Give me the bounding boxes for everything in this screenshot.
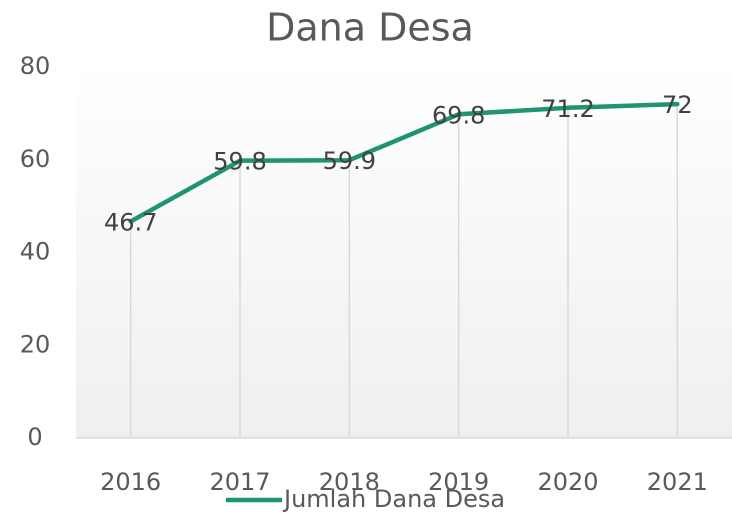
x-tick-label: 2019 xyxy=(428,468,489,496)
y-tick-label: 80 xyxy=(20,52,51,80)
chart-title: Dana Desa xyxy=(266,6,474,50)
series-line xyxy=(128,101,680,224)
x-tick-label: 2021 xyxy=(647,468,708,496)
y-tick-label: 0 xyxy=(27,423,42,451)
data-label: 71.2 xyxy=(541,95,594,123)
data-label: 46.7 xyxy=(104,208,157,236)
data-label: 59.8 xyxy=(213,148,266,176)
x-tick-label: 2016 xyxy=(100,468,161,496)
legend-label: Jumlah Dana Desa xyxy=(282,485,505,513)
data-label: 59.9 xyxy=(323,147,376,175)
x-tick-label: 2020 xyxy=(537,468,598,496)
x-tick-label: 2018 xyxy=(319,468,380,496)
data-label: 69.8 xyxy=(432,101,485,129)
data-label: 72 xyxy=(662,91,693,119)
y-tick-label: 40 xyxy=(20,238,51,266)
plot-area xyxy=(76,60,732,438)
y-tick-label: 60 xyxy=(20,145,51,173)
x-tick-label: 2017 xyxy=(209,468,270,496)
y-tick-label: 20 xyxy=(20,330,51,358)
